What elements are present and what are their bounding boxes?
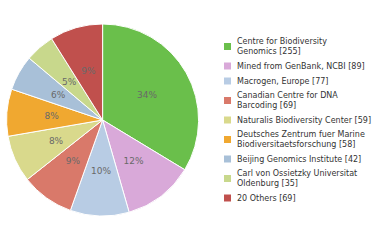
svg-text:Canadian Centre for DNA: Canadian Centre for DNA xyxy=(237,91,338,100)
svg-text:5%: 5% xyxy=(62,77,77,87)
svg-text:9%: 9% xyxy=(81,66,96,76)
svg-text:Beijing Genomics Institute [42: Beijing Genomics Institute [42] xyxy=(237,155,361,164)
svg-text:Carl von Ossietzky Universitat: Carl von Ossietzky Universitat xyxy=(237,169,357,178)
svg-text:Naturalis Biodiversity Center: Naturalis Biodiversity Center [59] xyxy=(237,116,371,125)
svg-text:Genomics [255]: Genomics [255] xyxy=(237,47,301,56)
svg-text:8%: 8% xyxy=(45,111,60,121)
svg-text:Barcoding [69]: Barcoding [69] xyxy=(237,101,296,110)
svg-text:20 Others [69]: 20 Others [69] xyxy=(237,194,296,203)
svg-text:Macrogen, Europe [77]: Macrogen, Europe [77] xyxy=(237,77,328,86)
svg-text:Centre for Biodiversity: Centre for Biodiversity xyxy=(237,37,327,46)
svg-text:8%: 8% xyxy=(49,136,64,146)
svg-text:Oldenburg [35]: Oldenburg [35] xyxy=(237,179,298,188)
svg-text:34%: 34% xyxy=(137,90,157,100)
svg-text:9%: 9% xyxy=(66,156,81,166)
svg-text:6%: 6% xyxy=(51,90,66,100)
svg-text:10%: 10% xyxy=(91,166,111,176)
svg-text:12%: 12% xyxy=(124,156,144,166)
svg-text:Mined from GenBank, NCBI [89]: Mined from GenBank, NCBI [89] xyxy=(237,62,365,71)
svg-text:Deutsches Zentrum fuer Marine: Deutsches Zentrum fuer Marine xyxy=(237,130,365,139)
svg-text:Biodiversitaetsforschung [58]: Biodiversitaetsforschung [58] xyxy=(237,140,355,149)
